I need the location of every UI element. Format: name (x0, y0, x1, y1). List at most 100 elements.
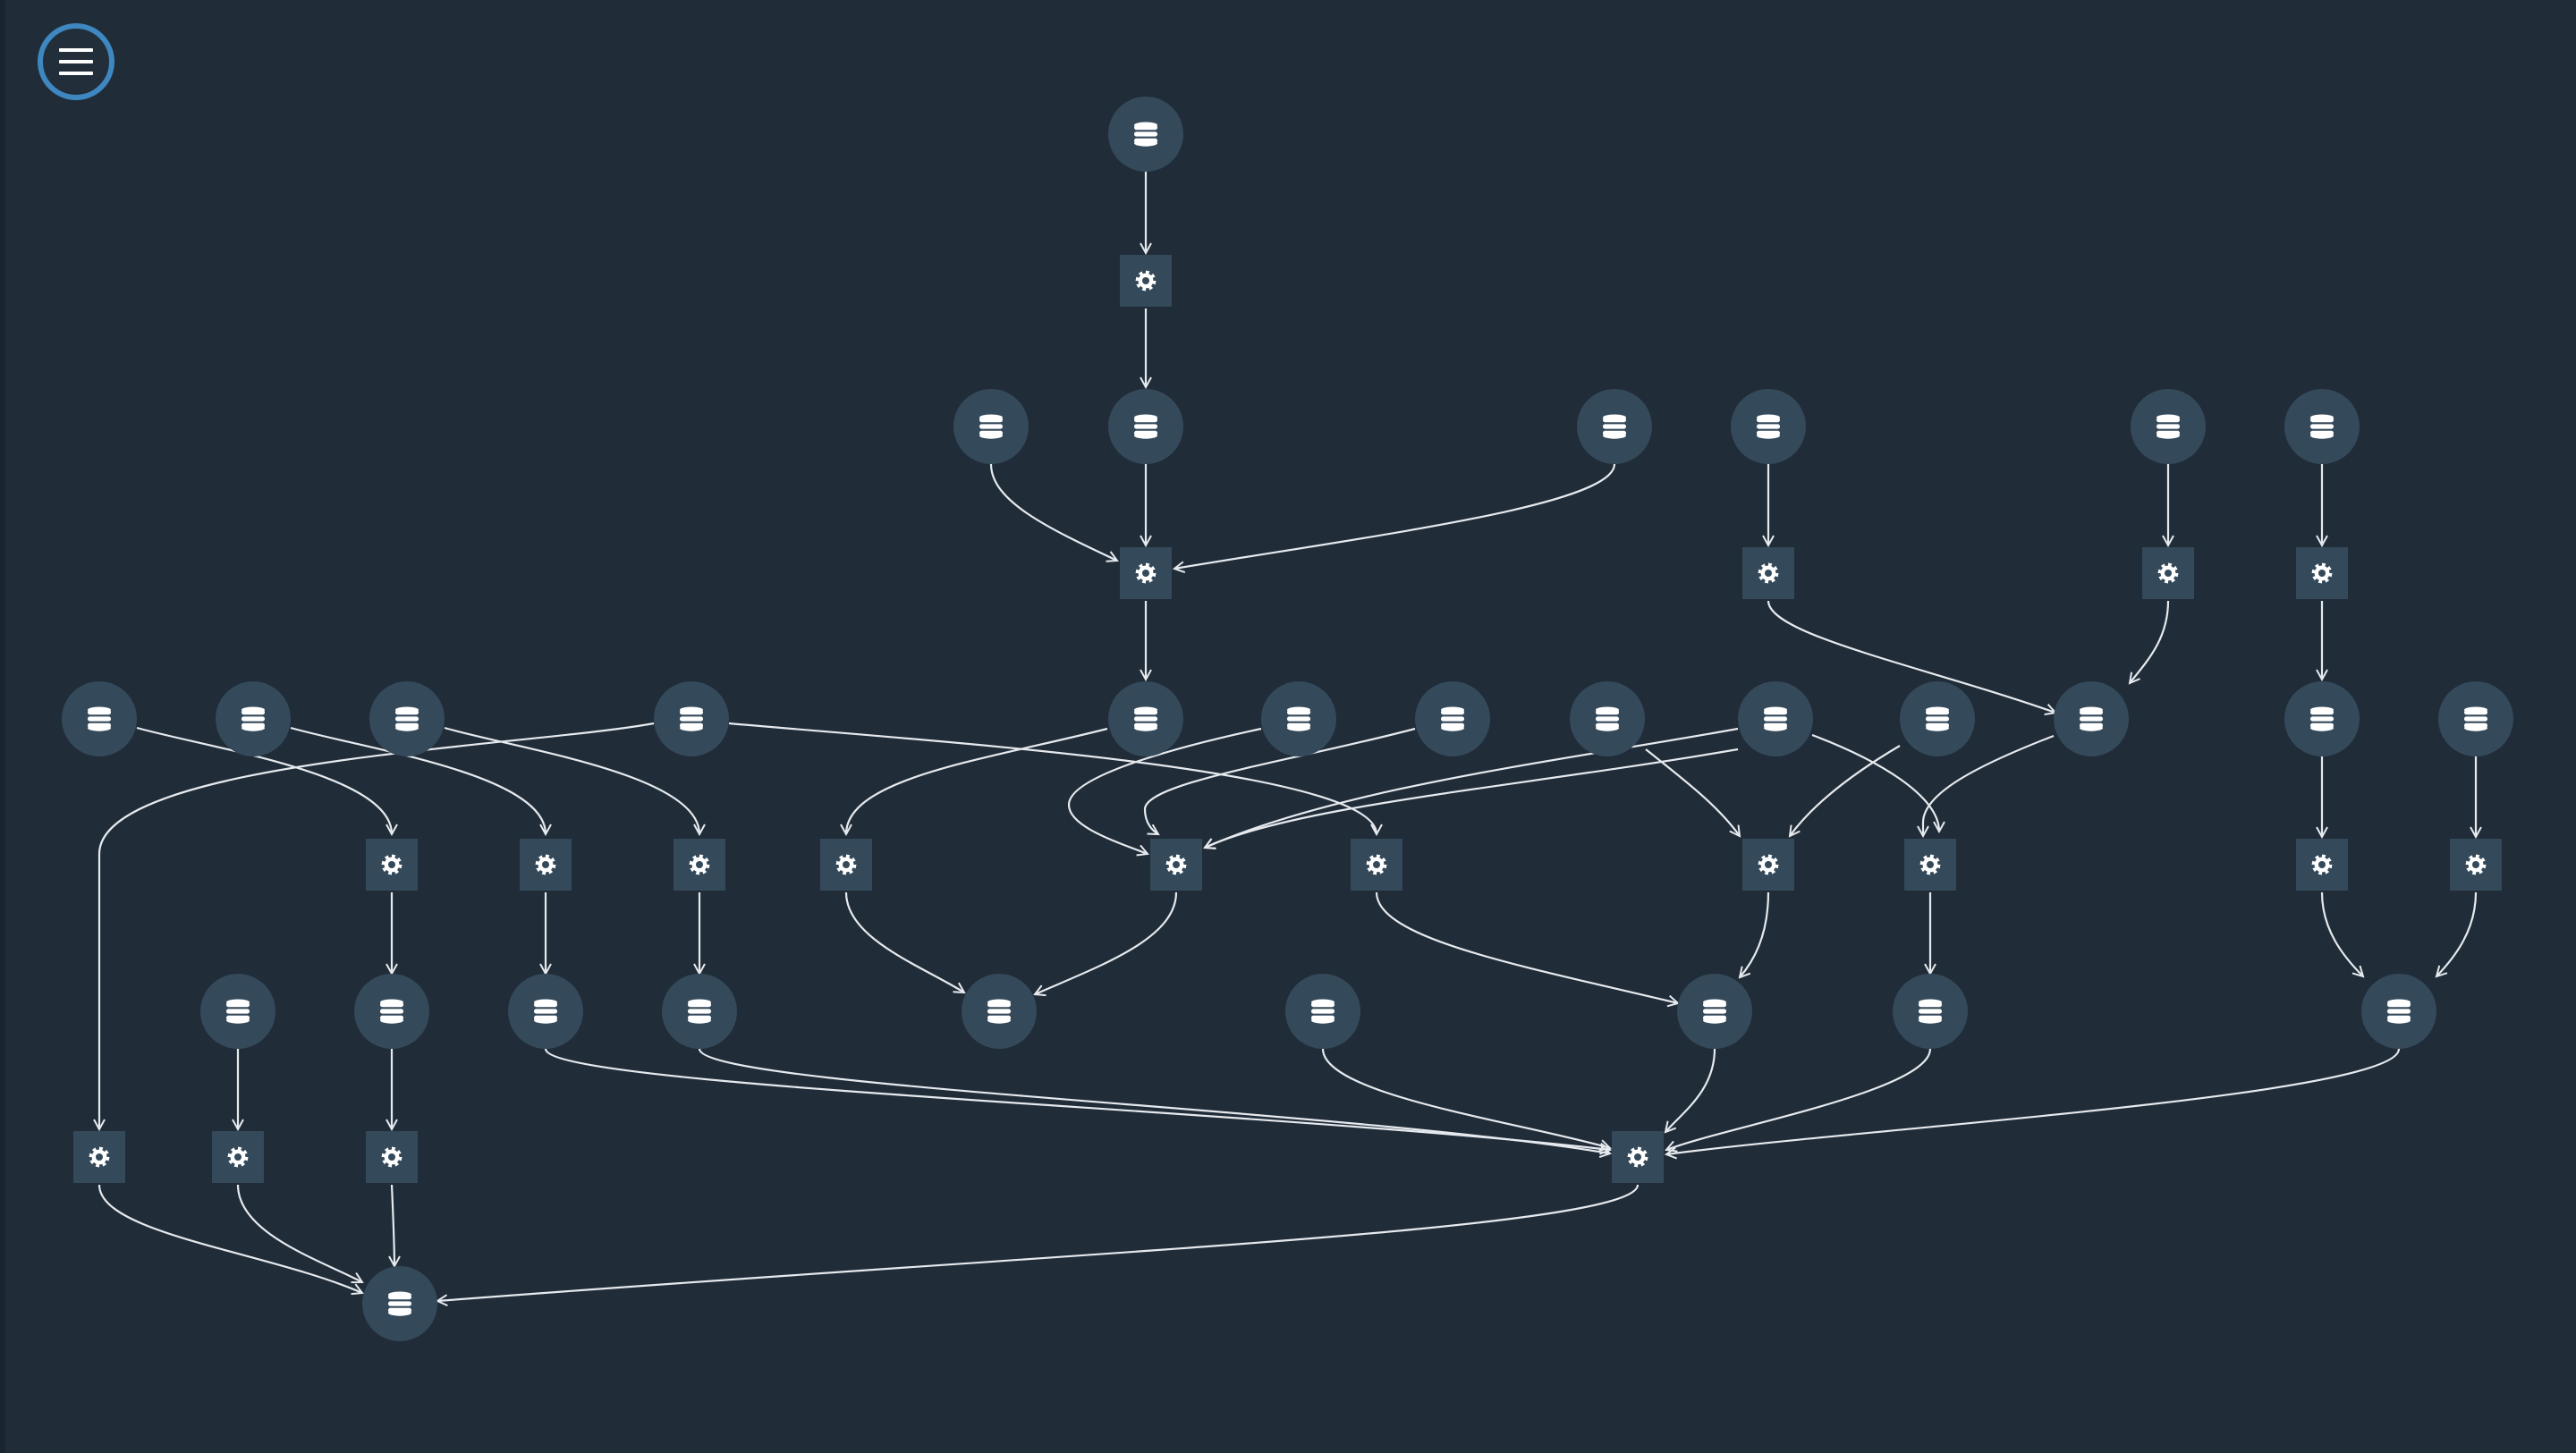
database-icon (88, 706, 111, 731)
database-icon (395, 706, 419, 731)
job-node-j18[interactable] (366, 1131, 418, 1183)
job-node-j5[interactable] (366, 839, 418, 891)
edge-j3-d18 (2130, 600, 2170, 683)
job-node-j10[interactable] (1150, 839, 1202, 891)
dataset-node-d22[interactable] (200, 974, 275, 1049)
database-icon (1287, 706, 1310, 731)
job-node-j2[interactable] (1742, 547, 1794, 599)
nodes-layer (62, 97, 2513, 1341)
dataset-node-d9[interactable] (369, 681, 445, 756)
edge-j18-d25 (392, 1184, 394, 1266)
edge-d2-j1 (989, 463, 1117, 561)
database-icon (2080, 706, 2103, 731)
gear-icon (2311, 562, 2333, 584)
dataset-node-d6[interactable] (2284, 389, 2360, 464)
menu-button[interactable] (38, 23, 114, 100)
gear-icon (1758, 562, 1779, 584)
database-icon (688, 999, 711, 1024)
dataset-node-d31[interactable] (1677, 974, 1752, 1049)
edge-j11-d31 (1375, 891, 1678, 1003)
dataset-node-d18[interactable] (2284, 681, 2360, 756)
dataset-node-d25[interactable] (362, 1266, 437, 1341)
job-node-j6[interactable] (520, 839, 572, 891)
database-icon (380, 999, 403, 1024)
dataset-node-d7[interactable] (62, 681, 137, 756)
dataset-node-d30[interactable] (1285, 974, 1360, 1049)
dataset-node-d0[interactable] (1108, 97, 1183, 172)
dataset-node-d13[interactable] (1415, 681, 1490, 756)
job-node-j0[interactable] (1120, 255, 1172, 307)
dataset-node-d2[interactable] (953, 389, 1029, 464)
job-node-j4[interactable] (2296, 547, 2348, 599)
job-node-j7[interactable] (674, 839, 725, 891)
dataset-node-d32[interactable] (1893, 974, 1968, 1049)
edge-j16-d25 (97, 1184, 362, 1293)
database-icon (2464, 706, 2487, 731)
edge-d3-j1 (1174, 463, 1616, 569)
dataset-node-d29[interactable] (962, 974, 1037, 1049)
gear-icon (1627, 1146, 1648, 1168)
database-icon (979, 414, 1003, 439)
database-icon (1603, 414, 1626, 439)
job-node-j9[interactable] (820, 839, 872, 891)
job-node-j16[interactable] (73, 1131, 125, 1183)
dataset-node-d5[interactable] (2131, 389, 2206, 464)
edge-d27-j21 (544, 1048, 1610, 1150)
database-icon (1134, 706, 1157, 731)
dataset-node-d11[interactable] (1108, 681, 1183, 756)
dataset-node-d15[interactable] (1738, 681, 1813, 756)
database-icon (2157, 414, 2180, 439)
job-node-j17[interactable] (212, 1131, 264, 1183)
edge-d12-j10 (1067, 727, 1262, 854)
database-icon (226, 999, 250, 1024)
edge-j9-d29 (844, 891, 964, 993)
dataset-node-d28[interactable] (662, 974, 737, 1049)
dataset-node-d1[interactable] (1108, 389, 1183, 464)
edge-d15-j12 (1645, 748, 1740, 836)
dataset-node-d4[interactable] (1731, 389, 1806, 464)
edge-d11-j9 (846, 727, 1108, 834)
dataset-node-d3[interactable] (1577, 389, 1652, 464)
dataset-node-d19[interactable] (2438, 681, 2513, 756)
dataset-node-d8[interactable] (216, 681, 291, 756)
edge-d8-j6 (290, 726, 546, 834)
job-node-j1[interactable] (1120, 547, 1172, 599)
database-icon (1757, 414, 1780, 439)
gear-icon (89, 1146, 110, 1168)
job-node-j21[interactable] (1612, 1131, 1664, 1183)
edge-d32-j21 (1666, 1048, 1932, 1150)
dataset-node-d14[interactable] (1570, 681, 1645, 756)
dataset-node-d12[interactable] (1261, 681, 1336, 756)
edge-j10-d29 (1035, 891, 1178, 994)
dataset-node-d16[interactable] (1900, 681, 1975, 756)
job-node-j12[interactable] (1742, 839, 1794, 891)
database-icon (1764, 706, 1787, 731)
edge-j17-d25 (236, 1184, 362, 1282)
gear-icon (2465, 854, 2487, 875)
dataset-node-d26[interactable] (354, 974, 429, 1049)
database-icon (388, 1291, 411, 1316)
job-node-j13[interactable] (1904, 839, 1956, 891)
database-icon (1703, 999, 1726, 1024)
gear-icon (381, 854, 402, 875)
database-icon (2310, 706, 2334, 731)
hamburger-menu-icon-bar-top (59, 48, 93, 52)
job-node-j3[interactable] (2142, 547, 2194, 599)
job-node-j15[interactable] (2450, 839, 2502, 891)
dataset-node-d10[interactable] (654, 681, 729, 756)
dataset-node-d17[interactable] (2054, 681, 2129, 756)
gear-icon (2311, 854, 2333, 875)
dataset-node-d24[interactable] (2361, 974, 2436, 1049)
database-icon (1919, 999, 1942, 1024)
job-node-j14[interactable] (2296, 839, 2348, 891)
gear-icon (535, 854, 556, 875)
edge-d13-j10 (1143, 727, 1416, 834)
dataset-node-d27[interactable] (508, 974, 583, 1049)
database-icon (1134, 122, 1157, 147)
gear-icon (227, 1146, 249, 1168)
job-node-j11[interactable] (1351, 839, 1402, 891)
database-icon (1134, 414, 1157, 439)
hamburger-menu-icon-bar-middle (59, 60, 93, 63)
